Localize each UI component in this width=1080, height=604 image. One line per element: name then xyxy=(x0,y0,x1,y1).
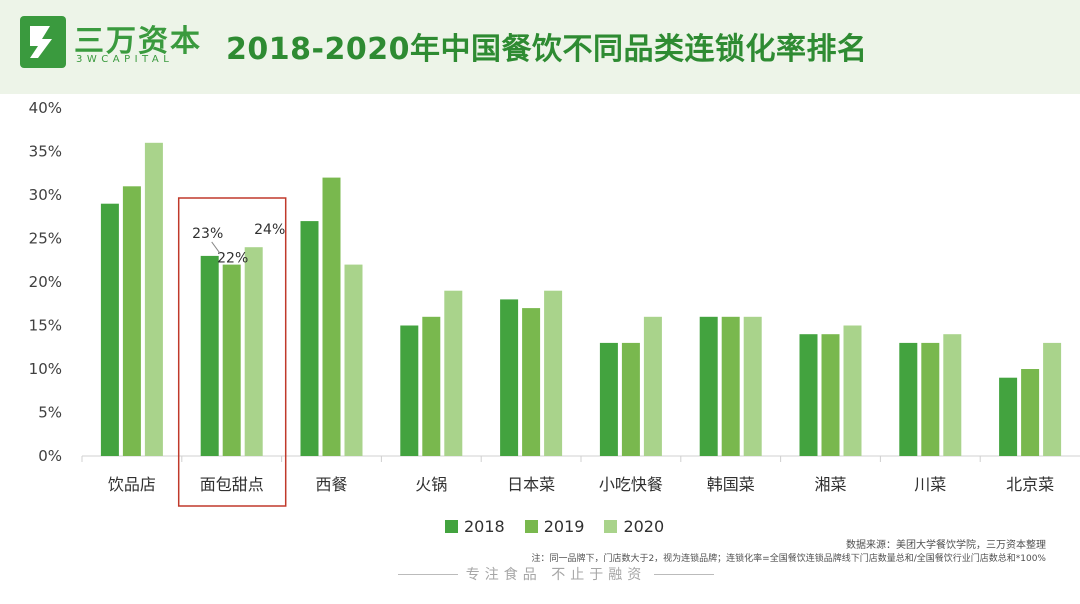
data-label-2019: 22% xyxy=(217,251,248,267)
bar-2018 xyxy=(699,316,718,456)
bar-2020 xyxy=(743,316,762,456)
category-label: 小吃快餐 xyxy=(599,475,663,494)
bar-2018 xyxy=(400,325,419,456)
bar-2018 xyxy=(500,299,519,456)
data-label-2020: 24% xyxy=(254,222,285,238)
page-title: 2018-2020年中国餐饮不同品类连锁化率排名 xyxy=(226,32,868,67)
bar-2018 xyxy=(200,255,219,456)
y-tick-label: 40% xyxy=(29,99,62,117)
footnote: 注：同一品牌下，门店数大于2，视为连锁品牌；连锁化率=全国餐饮连锁品牌线下门店数… xyxy=(531,554,1046,564)
y-tick-label: 20% xyxy=(29,273,62,291)
bar-2020 xyxy=(244,247,263,456)
y-tick-label: 0% xyxy=(38,447,62,465)
bar-2018 xyxy=(599,342,618,456)
bar-2020 xyxy=(144,142,163,457)
legend-swatch-2018 xyxy=(445,520,458,533)
legend-item-2019: 2019 xyxy=(524,517,585,536)
category-label: 韩国菜 xyxy=(707,475,755,494)
bar-2018 xyxy=(300,221,319,456)
bar-2019 xyxy=(422,316,441,456)
legend-item-2020: 2020 xyxy=(604,517,664,536)
category-label: 湘菜 xyxy=(814,475,846,494)
category-label: 火锅 xyxy=(415,475,447,494)
legend-swatch-2020 xyxy=(604,520,618,533)
bar-2020 xyxy=(444,290,463,456)
bar-2019 xyxy=(222,264,241,456)
logo-english-name: 3WCAPITAL xyxy=(76,54,174,65)
bar-2019 xyxy=(921,342,940,456)
legend-label-2018: 2018 xyxy=(464,517,505,536)
bar-2020 xyxy=(544,290,563,456)
category-label: 日本菜 xyxy=(507,475,555,494)
bar-2018 xyxy=(100,203,119,456)
y-tick-label: 25% xyxy=(29,230,62,248)
header: 三万资本 3WCAPITAL 2018-2020年中国餐饮不同品类连锁化率排名 xyxy=(0,0,1080,94)
bar-2020 xyxy=(344,264,363,456)
y-tick-label: 10% xyxy=(29,360,62,378)
bar-2020 xyxy=(943,334,962,456)
bar-2019 xyxy=(522,308,541,456)
highlight-box xyxy=(177,197,287,507)
legend-item-2018: 2018 xyxy=(445,517,505,536)
bar-2019 xyxy=(322,177,341,456)
category-label: 北京菜 xyxy=(1006,475,1054,494)
bar-2020 xyxy=(1043,342,1062,456)
logo-chinese-name: 三万资本 xyxy=(74,24,202,59)
bar-2018 xyxy=(999,377,1018,456)
category-label: 川菜 xyxy=(914,475,946,494)
legend-label-2019: 2019 xyxy=(543,517,585,536)
bar-2019 xyxy=(1021,369,1040,456)
data-label-2018: 23% xyxy=(192,226,223,242)
bar-2019 xyxy=(122,186,141,457)
bar-2018 xyxy=(899,342,918,456)
bar-2019 xyxy=(821,334,840,456)
logo: 三万资本 3WCAPITAL xyxy=(20,14,210,74)
bar-chart: 0% 5% 10% 15% 20% 25% 30% 35% 40% 饮品店 面包甜点 23% 22% 24… xyxy=(29,99,1080,507)
y-tick-label: 5% xyxy=(38,404,62,422)
slogan: 专注食品 不止于融资 xyxy=(465,567,647,583)
slogan-divider-right xyxy=(654,573,715,575)
legend-label-2020: 2020 xyxy=(623,517,665,536)
bar-2019 xyxy=(621,342,640,456)
category-label: 西餐 xyxy=(315,475,347,494)
bar-2020 xyxy=(843,325,862,456)
bar-2018 xyxy=(799,334,818,456)
bar-2019 xyxy=(721,316,740,456)
data-label-leader xyxy=(211,241,221,254)
legend-swatch-2019 xyxy=(524,520,538,533)
slogan-divider-left xyxy=(398,573,458,575)
y-tick-label: 30% xyxy=(29,186,62,204)
slogan-bar: 专注食品 不止于融资 xyxy=(398,564,715,584)
logo-mark-icon xyxy=(20,16,66,68)
bar-2020 xyxy=(643,316,662,456)
category-label: 面包甜点 xyxy=(200,475,264,494)
y-tick-label: 35% xyxy=(29,143,62,161)
category-label: 饮品店 xyxy=(108,475,156,494)
chart-legend: 2018 2019 2020 xyxy=(445,517,664,536)
data-source: 数据来源：美团大学餐饮学院，三万资本整理 xyxy=(846,540,1046,551)
y-tick-label: 15% xyxy=(29,317,62,335)
